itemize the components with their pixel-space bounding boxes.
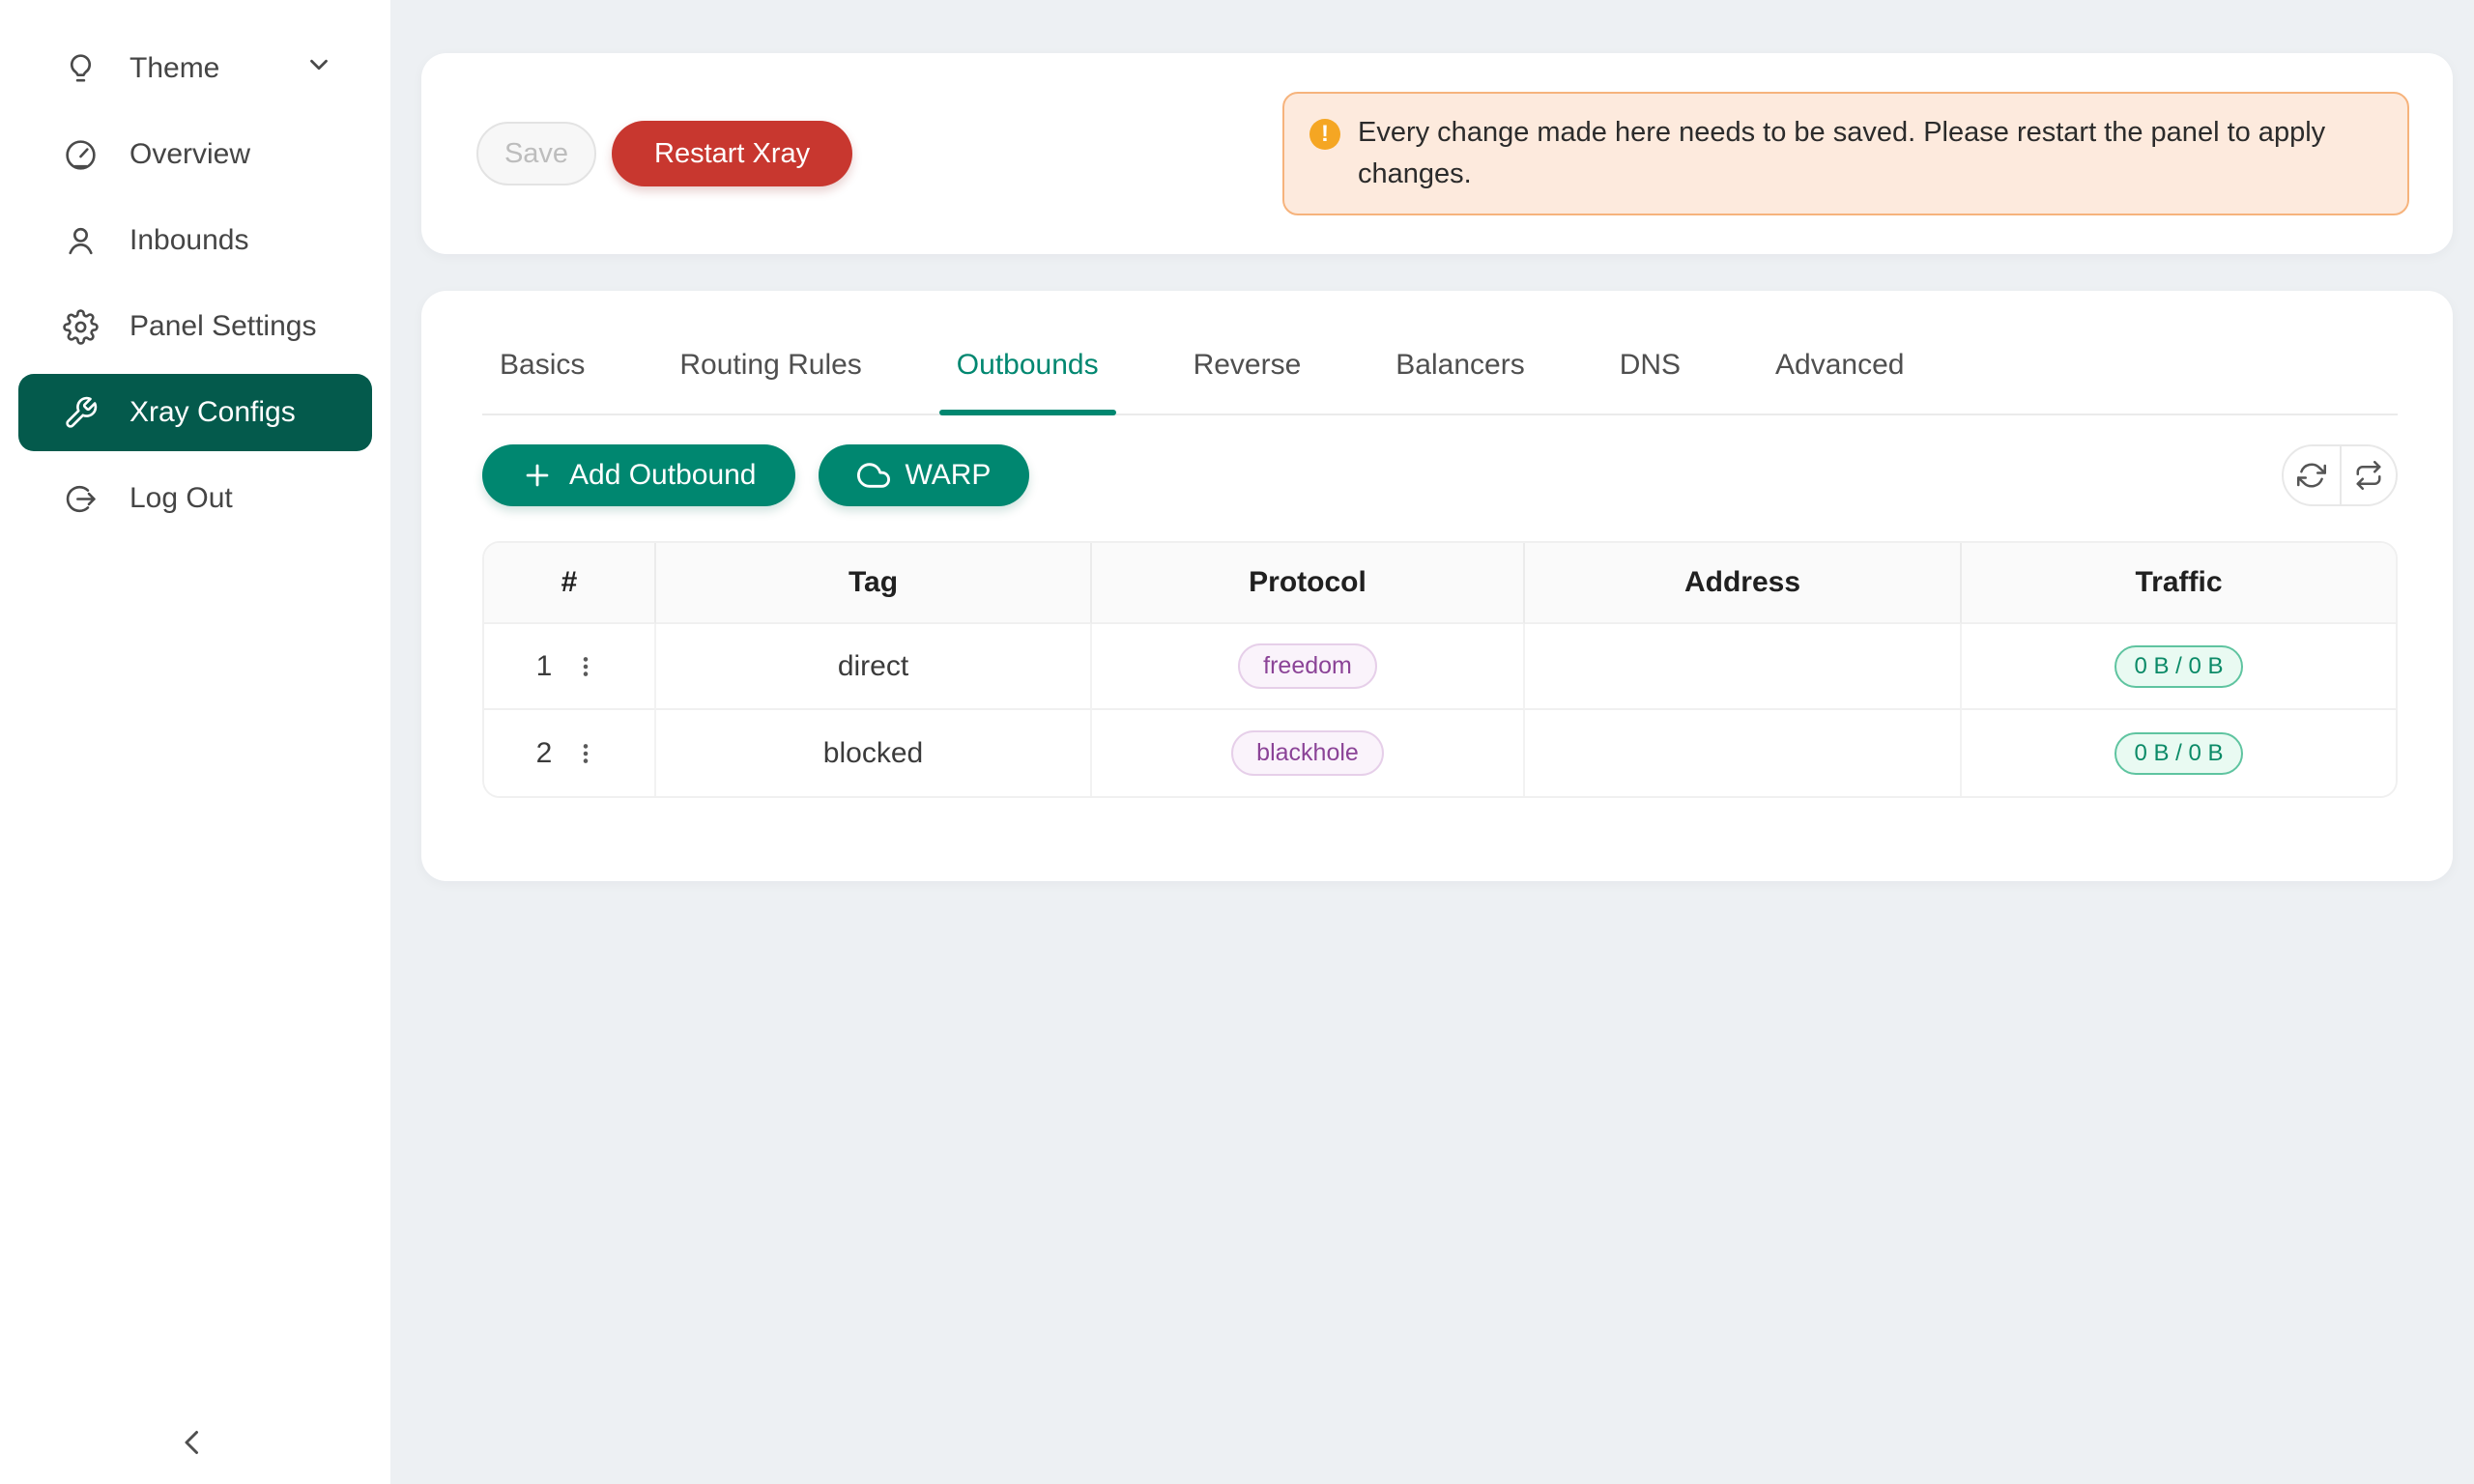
sidebar-item-label: Xray Configs xyxy=(129,396,296,428)
table-header-row: # Tag Protocol Address Traffic xyxy=(484,543,2396,624)
exclamation-circle-icon: ! xyxy=(1309,119,1340,150)
row-menu-button[interactable] xyxy=(569,737,602,770)
address-cell xyxy=(1525,624,1962,710)
table-row: 1 direct freedom 0 B / 0 B xyxy=(484,624,2396,710)
outbounds-table: # Tag Protocol Address Traffic 1 xyxy=(482,541,2398,798)
restart-xray-button[interactable]: Restart Xray xyxy=(612,121,853,186)
sidebar-item-label: Panel Settings xyxy=(129,310,317,342)
lightbulb-icon xyxy=(70,53,92,82)
row-index-cell: 2 xyxy=(484,710,656,796)
column-header-traffic: Traffic xyxy=(1962,543,2396,624)
row-index-cell: 1 xyxy=(484,624,656,710)
traffic-badge: 0 B / 0 B xyxy=(2114,731,2243,775)
tab-advanced[interactable]: Advanced xyxy=(1775,349,1905,381)
table-tools-group xyxy=(2282,444,2398,506)
sidebar: Theme Overview Inbounds xyxy=(0,0,390,1484)
refresh-icon xyxy=(2297,463,2326,488)
sidebar-item-label: Log Out xyxy=(129,482,233,514)
warning-alert-text: Every change made here needs to be saved… xyxy=(1358,117,2326,189)
toolbar-card: Save Restart Xray ! Every change made he… xyxy=(421,53,2453,254)
column-header-protocol: Protocol xyxy=(1092,543,1525,624)
traffic-cell: 0 B / 0 B xyxy=(1962,710,2396,796)
tab-balancers[interactable]: Balancers xyxy=(1395,349,1525,381)
address-cell xyxy=(1525,710,1962,796)
traffic-badge: 0 B / 0 B xyxy=(2114,644,2243,688)
plus-icon xyxy=(526,464,549,487)
chevron-left-icon xyxy=(185,1431,198,1454)
warp-button[interactable]: WARP xyxy=(818,444,1030,506)
sidebar-nav: Theme Overview Inbounds xyxy=(0,30,390,537)
protocol-cell: blackhole xyxy=(1092,710,1525,796)
sidebar-item-xray-configs[interactable]: Xray Configs xyxy=(18,374,372,451)
main-content: Save Restart Xray ! Every change made he… xyxy=(390,0,2474,1484)
table-row: 2 blocked blackhole 0 B / 0 B xyxy=(484,710,2396,796)
tag-cell: blocked xyxy=(656,710,1092,796)
sidebar-collapse-button[interactable] xyxy=(162,1413,222,1472)
refresh-button[interactable] xyxy=(2284,446,2340,504)
column-header-index: # xyxy=(484,543,656,624)
dots-vertical-icon xyxy=(584,656,589,676)
sidebar-item-inbounds[interactable]: Inbounds xyxy=(18,202,372,279)
protocol-cell: freedom xyxy=(1092,624,1525,710)
xray-configs-card: Basics Routing Rules Outbounds Reverse B… xyxy=(421,291,2453,881)
logout-icon xyxy=(66,485,96,512)
sidebar-item-label: Theme xyxy=(129,52,220,84)
chevron-down-icon[interactable] xyxy=(304,50,333,87)
tab-basics[interactable]: Basics xyxy=(500,349,586,381)
column-header-address: Address xyxy=(1525,543,1962,624)
sidebar-item-panel-settings[interactable]: Panel Settings xyxy=(18,288,372,365)
warning-alert: ! Every change made here needs to be sav… xyxy=(1282,92,2409,215)
row-number: 2 xyxy=(535,736,553,769)
protocol-badge: blackhole xyxy=(1231,730,1384,776)
sidebar-item-overview[interactable]: Overview xyxy=(18,116,372,193)
sidebar-item-label: Overview xyxy=(129,138,251,170)
gauge-icon xyxy=(66,139,96,170)
sidebar-item-log-out[interactable]: Log Out xyxy=(18,460,372,537)
wrench-icon xyxy=(66,396,98,428)
sidebar-item-theme[interactable]: Theme xyxy=(18,30,372,107)
add-outbound-label: Add Outbound xyxy=(569,459,757,491)
reorder-button[interactable] xyxy=(2340,446,2396,504)
tab-routing-rules[interactable]: Routing Rules xyxy=(679,349,862,381)
column-header-tag: Tag xyxy=(656,543,1092,624)
tag-cell: direct xyxy=(656,624,1092,710)
outbounds-actions-row: Add Outbound WARP xyxy=(482,444,2398,506)
warp-label: WARP xyxy=(905,459,992,491)
sidebar-item-label: Inbounds xyxy=(129,224,249,256)
dots-vertical-icon xyxy=(584,743,589,763)
config-tabs: Basics Routing Rules Outbounds Reverse B… xyxy=(482,324,2398,415)
tab-outbounds[interactable]: Outbounds xyxy=(938,324,1116,415)
gear-icon xyxy=(63,308,99,345)
repeat-icon xyxy=(2356,461,2381,490)
save-button[interactable]: Save xyxy=(476,122,596,186)
tab-reverse[interactable]: Reverse xyxy=(1193,349,1302,381)
tab-dns[interactable]: DNS xyxy=(1619,349,1682,381)
protocol-badge: freedom xyxy=(1238,643,1377,689)
add-outbound-button[interactable]: Add Outbound xyxy=(482,444,795,506)
cloud-icon xyxy=(856,463,890,488)
user-icon xyxy=(69,227,93,254)
row-number: 1 xyxy=(535,649,553,682)
traffic-cell: 0 B / 0 B xyxy=(1962,624,2396,710)
row-menu-button[interactable] xyxy=(569,650,602,683)
toolbar-buttons: Save Restart Xray xyxy=(476,121,853,186)
